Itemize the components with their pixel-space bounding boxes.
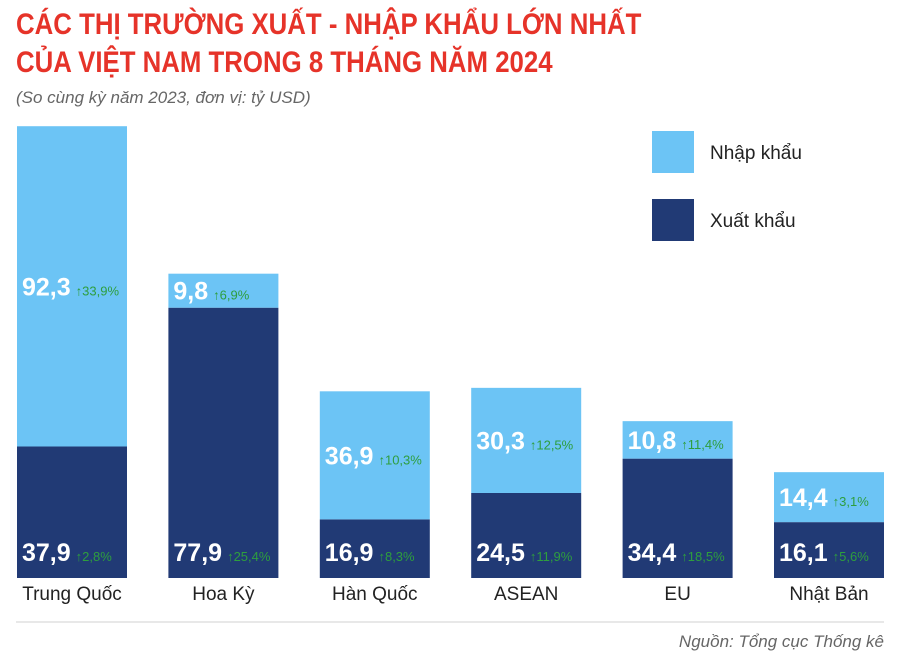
- category-label-nhat-ban: Nhật Bản: [789, 584, 868, 605]
- bars-group: 37,9 ↑2,8% 92,3 ↑33,9% Trung Quốc 77,9 ↑25,4% 9…: [17, 126, 884, 605]
- bar-export-eu: [622, 458, 733, 578]
- bar-export-trung-quoc: [17, 446, 127, 578]
- bar-import-asean: [471, 387, 582, 493]
- label-import-eu: 10,8 ↑11,4%: [628, 427, 725, 455]
- label-import-asean: 30,3 ↑12,5%: [476, 427, 573, 455]
- legend: Nhập khẩu Xuất khẩu: [652, 131, 802, 241]
- label-import-han-quoc: 36,9 ↑10,3%: [325, 442, 422, 470]
- legend-swatch-export: [652, 199, 694, 241]
- bar-export-hoa-ky: [168, 307, 279, 578]
- label-export-han-quoc: 16,9 ↑8,3%: [325, 539, 415, 567]
- bar-export-asean: [471, 492, 582, 578]
- chart-title-line-1: CÁC THỊ TRƯỜNG XUẤT - NHẬP KHẨU LỚN NHẤT: [16, 8, 642, 41]
- label-import-nhat-ban: 14,4 ↑3,1%: [779, 484, 869, 512]
- label-export-asean: 24,5 ↑11,9%: [476, 539, 573, 567]
- label-export-eu: 34,4 ↑18,5%: [628, 539, 725, 567]
- category-label-trung-quoc: Trung Quốc: [22, 584, 122, 605]
- chart-subtitle: (So cùng kỳ năm 2023, đơn vị: tỷ USD): [16, 88, 311, 107]
- bar-import-nhat-ban: [774, 472, 884, 523]
- chart-title-line-2: CỦA VIỆT NAM TRONG 8 THÁNG NĂM 2024: [16, 46, 553, 79]
- category-label-eu: EU: [664, 584, 690, 605]
- category-label-hoa-ky: Hoa Kỳ: [192, 584, 255, 605]
- legend-label-import: Nhập khẩu: [710, 143, 802, 164]
- label-import-trung-quoc: 92,3 ↑33,9%: [22, 273, 119, 301]
- bar-import-han-quoc: [319, 391, 430, 520]
- source-note: Nguồn: Tổng cục Thống kê: [678, 632, 884, 651]
- label-export-trung-quoc: 37,9 ↑2,8%: [22, 539, 112, 567]
- legend-label-export: Xuất khẩu: [710, 211, 796, 232]
- bar-export-nhat-ban: [774, 522, 884, 578]
- category-label-asean: ASEAN: [494, 584, 558, 605]
- bar-import-eu: [622, 421, 733, 459]
- legend-swatch-import: [652, 131, 694, 173]
- chart-title: CÁC THỊ TRƯỜNG XUẤT - NHẬP KHẨU LỚN NHẤT…: [16, 6, 876, 82]
- label-export-hoa-ky: 77,9 ↑25,4%: [173, 539, 270, 567]
- bar-import-trung-quoc: [17, 126, 127, 447]
- category-label-han-quoc: Hàn Quốc: [332, 584, 418, 605]
- bar-import-hoa-ky: [168, 273, 279, 308]
- bar-export-han-quoc: [319, 519, 430, 578]
- label-export-nhat-ban: 16,1 ↑5,6%: [779, 539, 869, 567]
- label-import-hoa-ky: 9,8 ↑6,9%: [173, 278, 249, 306]
